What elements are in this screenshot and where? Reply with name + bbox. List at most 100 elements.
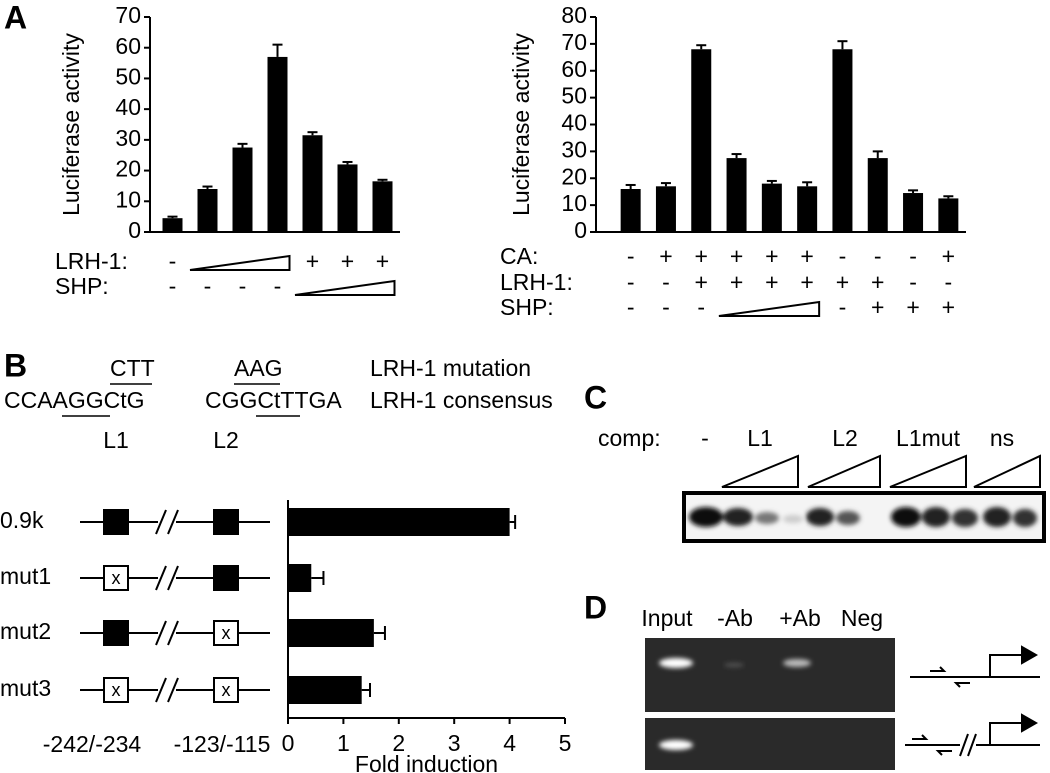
- lane-label: -Ab: [717, 605, 753, 631]
- treatment-cell: -: [909, 269, 917, 295]
- site-position: -123/-115: [174, 731, 271, 757]
- consensus-seq: CCAAGGCtG: [4, 387, 145, 413]
- treatment-cell: +: [765, 269, 778, 295]
- bar: [288, 508, 510, 536]
- promoter-diagram: [905, 645, 1040, 757]
- bands: [689, 507, 1037, 527]
- site-box: [213, 565, 239, 591]
- y-axis-label: Luciferase activity: [58, 33, 84, 216]
- treatment-cell: +: [800, 269, 813, 295]
- y-tick-label: 70: [115, 2, 141, 28]
- lane-label: L1: [747, 425, 773, 451]
- y-tick-label: 10: [115, 186, 141, 212]
- bar: [620, 189, 641, 232]
- treatment-label: SHP:: [55, 273, 109, 299]
- lane-label: L1mut: [896, 425, 961, 451]
- x-tick-label: 1: [337, 730, 350, 756]
- bar: [691, 49, 712, 232]
- y-tick-label: 70: [561, 29, 587, 55]
- y-tick-label: 20: [115, 156, 141, 182]
- category-label: 0.9k: [0, 507, 44, 533]
- treatment-cell: +: [800, 243, 813, 269]
- panel-letter: B: [4, 347, 27, 383]
- lane-label: Input: [641, 605, 693, 631]
- x-tick-label: 4: [503, 730, 516, 756]
- treatment-cell: +: [730, 243, 743, 269]
- break-slash: [167, 509, 179, 535]
- lane-label: -: [701, 425, 709, 451]
- break-slash: [155, 565, 167, 591]
- lane-label: L2: [832, 425, 858, 451]
- lane-label: Neg: [841, 605, 883, 631]
- y-tick-label: 50: [561, 83, 587, 109]
- y-tick-label: 40: [115, 94, 141, 120]
- treatment-cell: +: [765, 243, 778, 269]
- treatment-cell: +: [659, 243, 672, 269]
- bar: [302, 135, 323, 232]
- treatment-cell: +: [376, 248, 389, 274]
- treatment-cell: +: [306, 248, 319, 274]
- mutant-mark: x: [112, 568, 121, 588]
- y-tick-label: 10: [561, 190, 587, 216]
- ramp: [294, 279, 396, 296]
- gel: [645, 638, 895, 712]
- treatment-cell: +: [871, 294, 884, 320]
- bar: [288, 619, 374, 647]
- x-tick-label: 0: [282, 730, 295, 756]
- site-box: [213, 677, 239, 703]
- legend-text: LRH-1 mutation: [370, 355, 531, 381]
- panel-letter: C: [584, 379, 607, 415]
- treatment-cell: -: [239, 273, 247, 299]
- treatment-label: SHP:: [500, 294, 554, 320]
- bar: [903, 193, 924, 232]
- legend-text: LRH-1 consensus: [370, 387, 553, 413]
- treatment-cell: -: [662, 269, 670, 295]
- treatment-cell: -: [839, 243, 847, 269]
- comp-label: comp:: [598, 425, 661, 451]
- treatment-cell: -: [627, 243, 635, 269]
- y-tick-label: 30: [561, 136, 587, 162]
- bar: [267, 56, 288, 232]
- ramp: [718, 300, 821, 317]
- treatment-cell: -: [697, 294, 705, 320]
- treatment-cell: +: [730, 269, 743, 295]
- treatment-cell: -: [839, 294, 847, 320]
- y-tick-label: 0: [574, 217, 587, 243]
- x-tick-label: 3: [448, 730, 461, 756]
- mutation-seq: AAG: [234, 355, 283, 381]
- treatment-cell: -: [169, 248, 177, 274]
- treatment-cell: -: [274, 273, 282, 299]
- category-label: mut3: [0, 675, 51, 701]
- bar: [337, 164, 358, 232]
- site-name: L1: [103, 427, 129, 453]
- site-box: [213, 620, 239, 646]
- panel-letter: D: [584, 589, 607, 625]
- treatment-cell: -: [627, 294, 635, 320]
- treatment-cell: -: [662, 294, 670, 320]
- ramp: [189, 254, 291, 271]
- y-tick-label: 60: [115, 33, 141, 59]
- bar: [938, 198, 959, 232]
- treatment-cell: +: [341, 248, 354, 274]
- y-tick-label: 50: [115, 64, 141, 90]
- x-axis-label: Fold induction: [355, 751, 498, 773]
- mutation-seq: CTT: [110, 355, 155, 381]
- site-name: L2: [213, 427, 239, 453]
- break-slash: [155, 677, 167, 703]
- bar: [232, 147, 253, 232]
- site-box: [103, 677, 129, 703]
- treatment-cell: +: [942, 243, 955, 269]
- treatment-cell: -: [945, 269, 953, 295]
- bar: [726, 158, 747, 232]
- break-slash: [167, 677, 179, 703]
- y-tick-label: 60: [561, 56, 587, 82]
- consensus-seq: CGGCtTTGA: [205, 387, 342, 413]
- category-label: mut2: [0, 618, 51, 644]
- treatment-cell: -: [169, 273, 177, 299]
- lane-label: ns: [990, 425, 1014, 451]
- site-box: [213, 509, 239, 535]
- bar: [867, 158, 888, 232]
- site-box: [103, 509, 129, 535]
- break-slash: [167, 565, 179, 591]
- treatment-cell: +: [942, 294, 955, 320]
